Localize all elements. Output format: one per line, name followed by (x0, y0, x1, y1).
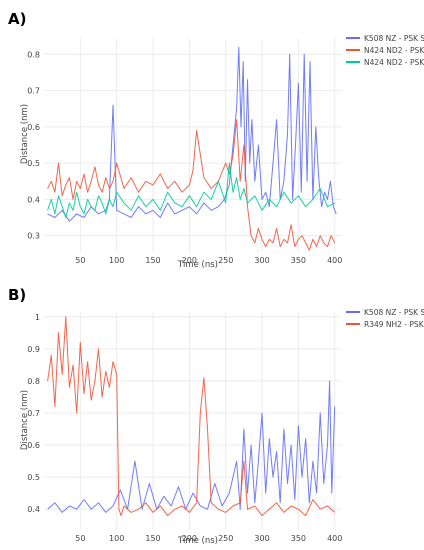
y-tick-label: 0.6 (27, 441, 40, 450)
x-tick-label: 50 (75, 256, 85, 265)
panel-a-series (47, 46, 337, 251)
panel-b-grid (44, 312, 342, 530)
y-tick-label: 0.8 (27, 50, 40, 59)
series-line-1[interactable] (47, 380, 336, 513)
x-tick-label: 150 (145, 534, 160, 543)
panel-a-legend[interactable]: K508 NZ - PSK S1 N424 ND2 - PSK O1 N424 ND… (346, 34, 424, 67)
x-tick-label: 200 (182, 534, 197, 543)
y-tick-label: 1 (35, 313, 40, 322)
x-tick-label: 400 (327, 534, 342, 543)
panel-a-x-ticks: 50 100 150 200 250 300 350 400 (75, 256, 342, 265)
x-tick-label: 100 (109, 534, 124, 543)
x-tick-label: 300 (254, 534, 269, 543)
y-tick-label: 0.5 (27, 473, 40, 482)
x-tick-label: 200 (182, 256, 197, 265)
series-line-2[interactable] (47, 119, 336, 251)
y-tick-label: 0.5 (27, 159, 40, 168)
x-tick-label: 100 (109, 256, 124, 265)
y-tick-label: 0.8 (27, 377, 40, 386)
panel-b-x-ticks: 50 100 150 200 250 300 350 400 (75, 534, 342, 543)
panel-a: A) 50 100 150 200 250 300 350 400 0.30.40.50.60… (8, 10, 424, 270)
x-tick-label: 350 (291, 256, 306, 265)
y-tick-label: 0.4 (27, 505, 40, 514)
legend-entry[interactable]: N424 ND2 - PSK O1 (364, 46, 424, 55)
legend-entry[interactable]: K508 NZ - PSK S1 (364, 34, 424, 43)
panel-b-x-axis-title: Time (ns) (177, 536, 218, 546)
y-tick-label: 0.4 (27, 195, 40, 204)
x-tick-label: 250 (218, 534, 233, 543)
y-tick-label: 0.7 (27, 409, 40, 418)
panel-b: B) 50 100 150 200 250 300 350 400 0.40.50.60.70… (8, 286, 424, 546)
panel-a-y-axis-title: Distance (nm) (20, 104, 30, 164)
x-tick-label: 50 (75, 534, 85, 543)
panel-b-legend[interactable]: K508 NZ - PSK S2 R349 NH2 - PSK S2 (346, 308, 424, 329)
panel-b-label: B) (8, 286, 26, 304)
panel-a-y-ticks: 0.3 0.4 0.5 0.6 0.7 0.8 (27, 50, 40, 240)
x-tick-label: 250 (218, 256, 233, 265)
y-tick-label: 0.3 (27, 232, 40, 241)
legend-entry[interactable]: K508 NZ - PSK S2 (364, 308, 424, 317)
legend-entry[interactable]: R349 NH2 - PSK S2 (364, 320, 424, 329)
panel-a-x-axis-title: Time (ns) (177, 260, 218, 270)
series-line-1[interactable] (47, 46, 337, 222)
x-tick-label: 150 (145, 256, 160, 265)
legend-entry[interactable]: N424 ND2 - PSK S1 (364, 58, 424, 67)
y-tick-label: 0.9 (27, 345, 40, 354)
panel-b-series (47, 316, 336, 517)
series-line-2[interactable] (47, 316, 336, 517)
panel-a-grid (44, 38, 342, 252)
x-tick-label: 400 (327, 256, 342, 265)
x-tick-label: 300 (254, 256, 269, 265)
panel-b-y-ticks: 0.4 0.5 0.6 0.7 0.8 0.9 1 (27, 313, 40, 514)
panel-a-label: A) (8, 10, 26, 28)
series-line-3[interactable] (47, 162, 335, 218)
x-tick-label: 350 (291, 534, 306, 543)
y-tick-label: 0.6 (27, 123, 40, 132)
panel-b-y-axis-title: Distance (nm) (20, 390, 30, 450)
y-tick-label: 0.7 (27, 87, 40, 96)
